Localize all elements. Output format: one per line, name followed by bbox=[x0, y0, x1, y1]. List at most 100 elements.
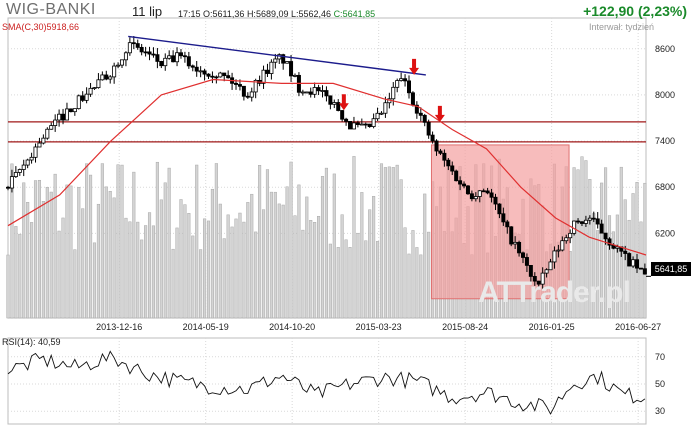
volume-bar bbox=[336, 247, 340, 319]
volume-bar bbox=[383, 167, 387, 319]
volume-bar bbox=[22, 182, 26, 319]
candle-body bbox=[489, 192, 494, 198]
price-tick-label-0: 6200 bbox=[655, 228, 675, 238]
volume-bar bbox=[572, 167, 576, 319]
candle-body bbox=[399, 78, 404, 81]
change-value: +122,90 (2,23%) bbox=[583, 3, 687, 19]
candle-body bbox=[210, 75, 215, 78]
volume-bar bbox=[423, 193, 427, 319]
volume-bar bbox=[427, 231, 431, 319]
volume-bar bbox=[183, 204, 187, 319]
candle-body bbox=[226, 75, 231, 79]
candle-body bbox=[108, 76, 113, 80]
candle-body bbox=[289, 61, 294, 77]
down-arrow-0 bbox=[338, 94, 349, 111]
candle-body bbox=[96, 79, 101, 89]
x-tick-label-2: 2014-10-20 bbox=[269, 322, 315, 332]
candle-body bbox=[458, 180, 463, 185]
candle-body bbox=[304, 91, 309, 94]
volume-bar bbox=[238, 212, 242, 319]
candle-body bbox=[202, 70, 207, 75]
volume-bar bbox=[368, 209, 372, 319]
volume-bar bbox=[167, 167, 171, 319]
volume-bar bbox=[258, 165, 262, 319]
volume-bar bbox=[171, 248, 175, 319]
candle-body bbox=[599, 223, 604, 234]
volume-bar bbox=[399, 179, 403, 319]
volume-bar bbox=[10, 163, 14, 319]
candle-body bbox=[497, 203, 502, 215]
candle-body bbox=[163, 57, 168, 67]
volume-bar bbox=[387, 166, 391, 319]
x-tick-label-1: 2014-05-19 bbox=[183, 322, 229, 332]
candle-body bbox=[595, 218, 600, 225]
trend-line bbox=[128, 35, 426, 76]
candle-body bbox=[379, 112, 384, 115]
candle-body bbox=[383, 102, 388, 114]
volume-bar bbox=[356, 232, 360, 319]
volume-bar bbox=[301, 229, 305, 319]
volume-bar bbox=[309, 220, 313, 319]
rsi-tick-label-2: 70 bbox=[655, 352, 665, 362]
candle-body bbox=[359, 123, 364, 126]
volume-bar bbox=[116, 164, 120, 319]
volume-bar bbox=[273, 191, 277, 319]
watermark: ATTrader.pl bbox=[478, 276, 631, 309]
candle-body bbox=[414, 104, 419, 114]
candle-body bbox=[517, 241, 522, 254]
volume-bar bbox=[313, 222, 317, 319]
candle-body bbox=[171, 55, 176, 63]
candle-body bbox=[281, 54, 286, 64]
candle-body bbox=[64, 108, 69, 121]
candle-body bbox=[33, 146, 38, 158]
candle-body bbox=[607, 238, 612, 246]
volume-bar bbox=[53, 173, 57, 319]
volume-bar bbox=[136, 221, 140, 319]
candle-body bbox=[485, 190, 490, 194]
candle-body bbox=[403, 78, 408, 82]
volume-bar bbox=[340, 214, 344, 319]
candle-body bbox=[76, 95, 81, 110]
rsi-label: RSI(14): 40,59 bbox=[2, 337, 61, 347]
candle-body bbox=[481, 190, 486, 193]
volume-bar bbox=[179, 199, 183, 319]
volume-bar bbox=[14, 226, 18, 319]
volume-bar bbox=[206, 220, 211, 319]
candle-body bbox=[344, 118, 349, 122]
volume-bar bbox=[320, 176, 325, 319]
candle-body bbox=[532, 276, 537, 282]
volume-bar bbox=[375, 241, 380, 319]
candle-body bbox=[336, 102, 341, 111]
candle-body bbox=[120, 59, 125, 66]
volume-bar bbox=[317, 215, 321, 319]
candle-body bbox=[430, 134, 435, 142]
candle-body bbox=[29, 156, 34, 161]
volume-bar bbox=[305, 196, 309, 319]
volume-bar bbox=[281, 204, 285, 319]
candle-body bbox=[635, 259, 640, 269]
candle-body bbox=[21, 164, 26, 170]
candle-body bbox=[375, 112, 380, 120]
volume-bar bbox=[265, 169, 270, 319]
volume-bar bbox=[627, 219, 631, 319]
x-tick-label-6: 2016-06-27 bbox=[615, 322, 661, 332]
x-tick-label-0: 2013-12-16 bbox=[96, 322, 142, 332]
candle-body bbox=[564, 237, 569, 242]
volume-bar bbox=[81, 208, 85, 319]
candle-body bbox=[41, 137, 46, 144]
volume-bar bbox=[49, 191, 53, 319]
candle-body bbox=[548, 261, 553, 271]
candle-body bbox=[477, 190, 482, 197]
candle-body bbox=[638, 267, 643, 270]
volume-bar bbox=[230, 226, 234, 319]
volume-bar bbox=[61, 217, 65, 319]
close-value: C:5641,85 bbox=[333, 9, 376, 19]
candle-body bbox=[320, 90, 325, 92]
candle-body bbox=[312, 87, 317, 95]
volume-bar bbox=[631, 193, 635, 319]
x-tick-label-3: 2015-03-23 bbox=[356, 322, 402, 332]
candle-body bbox=[182, 55, 187, 58]
volume-bar bbox=[144, 225, 148, 319]
candle-body bbox=[627, 253, 632, 267]
